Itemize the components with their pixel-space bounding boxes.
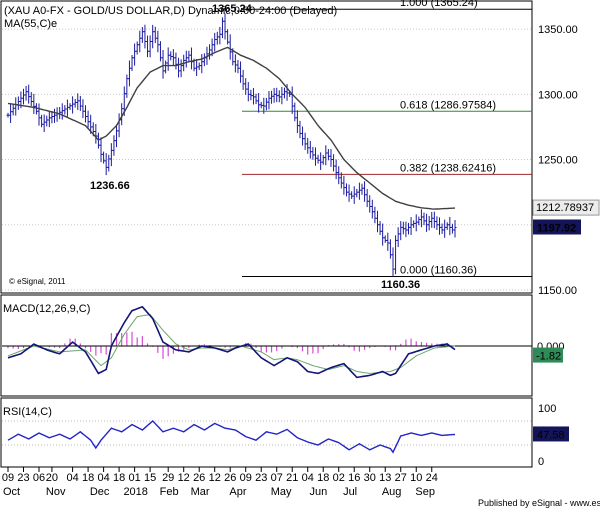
axis-layer: 09 23 06 20 04 18 04 18 01 15 29 12 26 12 26 09 23 07 21 04…: [2, 467, 438, 498]
macd-layer: 0.000-1.82: [2, 305, 565, 379]
rsi-tick-label: 100: [538, 403, 556, 415]
price-panel-frame: [0, 0, 533, 294]
macd-label: MACD(12,26,9,C): [3, 303, 90, 315]
day-tick-label: 18: [317, 472, 329, 484]
chart-title: (XAU A0-FX - GOLD/US DOLLAR,D) Dynamic,0…: [4, 5, 337, 17]
day-tick-label: 29: [162, 472, 174, 484]
day-tick-label: 12: [209, 472, 221, 484]
day-tick-label: 27: [395, 472, 407, 484]
month-tick-label: Apr: [229, 486, 246, 498]
day-tick-label: 26: [224, 472, 236, 484]
day-tick-label: 18: [113, 472, 125, 484]
rsi-tick-label: 0: [538, 456, 544, 468]
day-tick-label: 10: [410, 472, 422, 484]
day-tick-label: 26: [193, 472, 205, 484]
last-price-label: 1197.92: [537, 222, 576, 234]
price-annotation: 1160.36: [381, 279, 420, 291]
rsi-value-box: [533, 426, 569, 442]
fib-level-label: 0.000 (1160.36): [400, 264, 477, 276]
publisher-text: Published by eSignal - www.esignal.com: [478, 498, 600, 508]
macd-value-label: -1.82: [536, 351, 561, 363]
price-layer: 1150.001200.001250.001300.001350.001.000…: [2, 0, 600, 297]
fib-level-label: 1.000 (1365.24): [400, 0, 478, 9]
day-tick-label: 04: [302, 472, 314, 484]
macd-value-box: [533, 347, 563, 363]
rsi-line: [7, 420, 456, 454]
month-tick-label: Oct: [3, 486, 20, 498]
price-tick-label: 1350.00: [538, 24, 578, 36]
month-tick-label: Mar: [191, 486, 210, 498]
copyright-text: © eSignal, 2011: [9, 277, 66, 286]
day-tick-label: 23: [255, 472, 267, 484]
fib-level-label: 0.382 (1238.62416): [400, 162, 496, 174]
month-tick-label: Jul: [343, 486, 357, 498]
day-tick-label: 09: [240, 472, 252, 484]
rsi-label: RSI(14,C): [3, 406, 52, 418]
day-tick-label: 18: [82, 472, 94, 484]
day-tick-label: 09: [2, 472, 14, 484]
month-tick-label: Dec: [90, 486, 110, 498]
ma-label: MA(55,C)e: [4, 18, 57, 30]
month-tick-label: Sep: [415, 486, 435, 498]
day-tick-label: 24: [426, 472, 438, 484]
price-tick-label: 1150.00: [538, 285, 577, 297]
day-tick-label: 30: [364, 472, 376, 484]
price-annotation: 1236.66: [90, 180, 130, 192]
day-tick-label: 20: [46, 472, 58, 484]
month-tick-label: Feb: [160, 486, 179, 498]
ma-value-label: 1212.78937: [536, 202, 594, 214]
price-tick-label: 1250.00: [538, 155, 578, 167]
day-tick-label: 04: [66, 472, 78, 484]
day-tick-label: 16: [348, 472, 360, 484]
day-tick-label: 04: [97, 472, 109, 484]
month-tick-label: 2018: [123, 486, 147, 498]
day-tick-label: 15: [144, 472, 156, 484]
day-tick-label: 12: [178, 472, 190, 484]
ma-value-box: [532, 199, 600, 216]
rsi-layer: 0 100 47.58: [2, 403, 569, 468]
month-tick-label: Jun: [309, 486, 327, 498]
last-price-box: [533, 219, 581, 235]
fib-level-label: 0.618 (1286.97584): [400, 99, 496, 111]
month-tick-label: Nov: [46, 486, 66, 498]
month-tick-label: Aug: [382, 486, 402, 498]
price-annotation: 1365.24: [212, 3, 253, 15]
day-tick-label: 21: [286, 472, 298, 484]
day-tick-label: 01: [128, 472, 140, 484]
day-tick-label: 06: [33, 472, 45, 484]
month-tick-label: May: [271, 486, 292, 498]
rsi-value-label: 47.58: [537, 429, 565, 441]
day-tick-label: 23: [17, 472, 29, 484]
moving-average-line: [7, 46, 456, 210]
price-tick-label: 1300.00: [538, 89, 578, 101]
day-tick-label: 02: [333, 472, 345, 484]
macd-line: [7, 305, 456, 379]
day-tick-label: 13: [379, 472, 391, 484]
day-tick-label: 07: [271, 472, 283, 484]
